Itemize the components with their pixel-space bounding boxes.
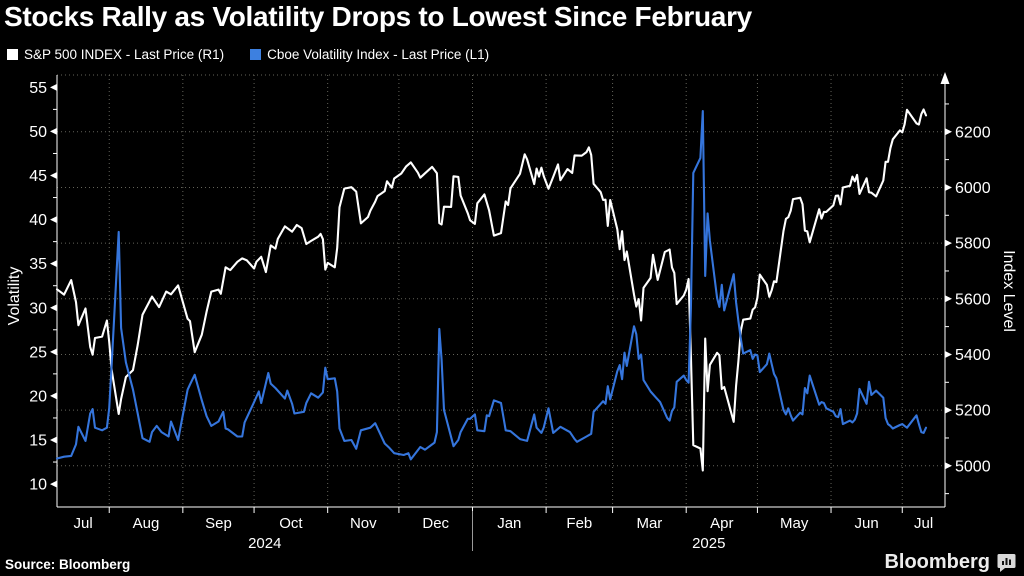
- x-month-label: May: [780, 515, 809, 532]
- x-month-label: Mar: [636, 515, 662, 532]
- svg-text:5800: 5800: [955, 236, 991, 253]
- gridlines: [57, 74, 945, 507]
- x-year-label: 2025: [692, 535, 725, 552]
- axis-arrow-icon: [940, 72, 950, 84]
- x-month-label: Jul: [914, 515, 933, 532]
- sp500-legend-label: S&P 500 INDEX - Last Price (R1): [24, 47, 225, 62]
- x-axis-labels: Jul Aug Sep Oct Nov Dec Jan Feb Mar Apr May Jun Jul 2…: [74, 511, 933, 552]
- x-month-label: Jan: [497, 515, 521, 532]
- x-month-label: Jun: [855, 515, 879, 532]
- bloomberg-wordmark: Bloomberg: [884, 551, 990, 573]
- svg-text:5600: 5600: [955, 291, 991, 308]
- series-vix-line: [55, 110, 928, 461]
- legend-item-sp500: S&P 500 INDEX - Last Price (R1): [7, 47, 224, 62]
- svg-text:40: 40: [29, 212, 47, 229]
- x-month-label: Dec: [422, 515, 449, 532]
- plot-frame: [56, 72, 950, 508]
- x-month-label: Nov: [350, 515, 377, 532]
- svg-text:30: 30: [29, 300, 47, 317]
- page-title: Stocks Rally as Volatility Drops to Lowe…: [4, 1, 752, 32]
- svg-text:15: 15: [29, 432, 47, 449]
- svg-text:35: 35: [29, 256, 47, 273]
- x-month-label: Feb: [566, 515, 592, 532]
- x-month-label: Aug: [133, 515, 160, 532]
- x-month-label: Apr: [710, 515, 733, 532]
- svg-text:6200: 6200: [955, 124, 991, 141]
- series-lines: [55, 108, 928, 472]
- svg-text:6000: 6000: [955, 180, 991, 197]
- svg-text:5400: 5400: [955, 347, 991, 364]
- svg-text:20: 20: [29, 388, 47, 405]
- series-sp500-line: [55, 108, 928, 472]
- chart-legend: S&P 500 INDEX - Last Price (R1) Cboe Vol…: [7, 47, 489, 62]
- vix-legend-swatch-icon: [250, 49, 262, 60]
- svg-text:25: 25: [29, 344, 47, 361]
- svg-text:5200: 5200: [955, 403, 991, 420]
- sp500-legend-swatch-icon: [7, 49, 18, 60]
- axis-ticks: [50, 83, 952, 513]
- svg-text:10: 10: [29, 477, 47, 494]
- bloomberg-logo: Bloomberg: [884, 551, 1016, 574]
- source-label: Source: Bloomberg: [5, 557, 131, 572]
- right-axis-title: Index Level: [1000, 250, 1017, 332]
- x-month-label: Jul: [74, 515, 93, 532]
- svg-text:5000: 5000: [955, 458, 991, 475]
- x-month-label: Sep: [205, 515, 232, 532]
- x-month-label: Oct: [279, 515, 303, 532]
- svg-text:45: 45: [29, 168, 47, 185]
- svg-text:55: 55: [29, 80, 47, 97]
- svg-text:50: 50: [29, 124, 47, 141]
- x-year-label: 2024: [248, 535, 281, 552]
- left-axis-title: Volatility: [6, 267, 23, 326]
- axis-tick-labels: 10 15 20 25 30 35 40 45 50 55 5000 5200 5400 5600 5800…: [29, 80, 990, 494]
- vix-legend-label: Cboe Volatility Index - Last Price (L1): [267, 47, 490, 62]
- legend-item-vix: Cboe Volatility Index - Last Price (L1): [250, 47, 489, 62]
- bloomberg-terminal-icon: [997, 554, 1016, 572]
